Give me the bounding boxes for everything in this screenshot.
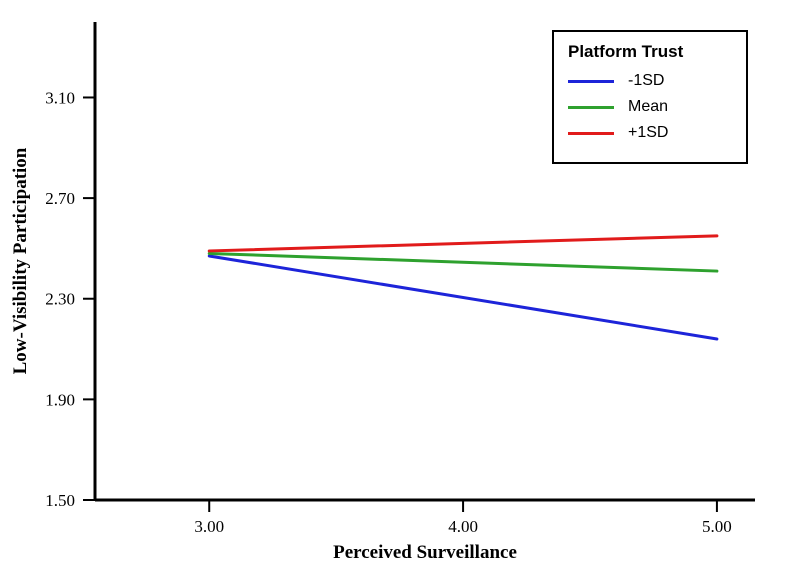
x-axis-label: Perceived Surveillance — [333, 542, 517, 563]
x-tick-label: 3.00 — [194, 517, 224, 536]
legend-label: Mean — [628, 98, 668, 116]
x-tick-label: 5.00 — [702, 517, 732, 536]
legend-swatch — [568, 106, 614, 109]
y-tick-label: 3.10 — [45, 88, 75, 107]
legend-title: Platform Trust — [568, 42, 728, 62]
legend-swatch — [568, 80, 614, 83]
legend: Platform Trust -1SD Mean +1SD — [552, 30, 748, 164]
legend-item: Mean — [568, 98, 728, 116]
series-line — [209, 236, 717, 251]
x-tick-label: 4.00 — [448, 517, 478, 536]
y-tick-label: 1.90 — [45, 390, 75, 409]
legend-label: +1SD — [628, 124, 668, 142]
legend-item: -1SD — [568, 72, 728, 90]
y-axis-label: Low-Visibility Participation — [10, 147, 31, 374]
y-tick-label: 2.70 — [45, 189, 75, 208]
legend-label: -1SD — [628, 72, 664, 90]
y-tick-label: 1.50 — [45, 491, 75, 510]
legend-swatch — [568, 132, 614, 135]
legend-item: +1SD — [568, 124, 728, 142]
line-chart: 1.50 1.90 2.30 2.70 3.10 3.00 4.00 5.00 Perceive… — [0, 0, 800, 580]
y-tick-label: 2.30 — [45, 290, 75, 309]
